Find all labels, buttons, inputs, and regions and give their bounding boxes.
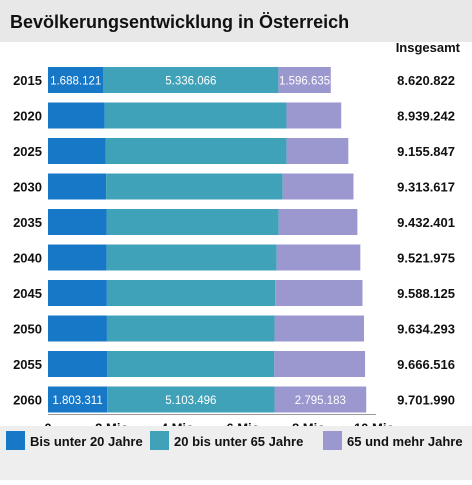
y-tick-label: 2050 [13,322,42,337]
bar-segment [107,386,275,413]
y-tick-label: 2025 [13,144,42,159]
bar-segment [48,280,107,306]
total-value: 9.666.516 [397,357,455,372]
data-label: 1.596.635 [279,76,330,88]
bar-segment [106,244,277,271]
bar-segment [106,173,283,200]
data-label: 1.688.121 [50,76,101,88]
total-value: 9.701.990 [397,393,455,408]
data-label: 5.336.066 [165,76,216,88]
legend-label: 20 bis unter 65 Jahre [174,434,303,449]
title-band [0,0,472,42]
legend-label: 65 und mehr Jahre [347,434,463,449]
y-tick-label: 2015 [13,73,42,88]
data-label: 1.803.311 [52,395,102,407]
bar-segment [106,280,276,306]
y-tick-label: 2060 [13,393,42,408]
bar-segment [48,67,104,93]
bar-segment [286,138,349,164]
bar-segment [48,244,107,271]
total-value: 9.521.975 [397,251,455,266]
bar-segment [274,315,365,342]
bar-segment [106,315,275,342]
bar-segment [48,209,107,235]
bar-segment [286,102,342,129]
bar-segment [107,351,275,377]
bar-segment [48,386,108,413]
bar-segment [274,351,366,377]
totals-header: Insgesamt [396,40,461,55]
bar-segment [104,102,287,129]
bar-segment [48,102,105,129]
y-tick-label: 2055 [13,357,42,372]
bar-segment [276,244,361,271]
data-label: 5.103.496 [165,395,216,407]
bar-segment [274,386,367,413]
legend-swatch [6,431,25,450]
total-value: 9.155.847 [397,144,455,159]
bar-segment [48,138,106,164]
y-tick-label: 2045 [13,286,42,301]
y-tick-label: 2035 [13,215,42,230]
legend: Bis unter 20 Jahre 20 bis unter 65 Jahre 6… [0,426,472,480]
total-value: 9.313.617 [397,180,455,195]
total-value: 8.620.822 [397,73,455,88]
bar-segment [103,67,279,93]
bar-segment [105,138,287,164]
legend-swatch [323,431,342,450]
bar-segment [48,351,108,377]
total-value: 9.588.125 [397,286,455,301]
bar-segment [106,209,279,235]
bar-segment [48,315,107,342]
total-value: 9.634.293 [397,322,455,337]
y-tick-label: 2030 [13,180,42,195]
chart-title: Bevölkerungsentwicklung in Österreich [10,12,349,32]
bar-segment [282,173,354,200]
legend-band [0,426,472,480]
bar-segment [275,280,363,306]
y-tick-label: 2020 [13,109,42,124]
total-value: 8.939.242 [397,109,455,124]
total-value: 9.432.401 [397,215,455,230]
bar-segment [48,173,107,200]
legend-swatch [150,431,169,450]
data-label: 2.795.183 [295,395,346,407]
legend-label: Bis unter 20 Jahre [30,434,143,449]
y-tick-label: 2040 [13,251,42,266]
plot-area: 2015 1.688.121 5.336.066 1.596.635 8.620.822… [13,67,455,436]
bar-segment [278,209,358,235]
bar-segment [278,67,331,93]
